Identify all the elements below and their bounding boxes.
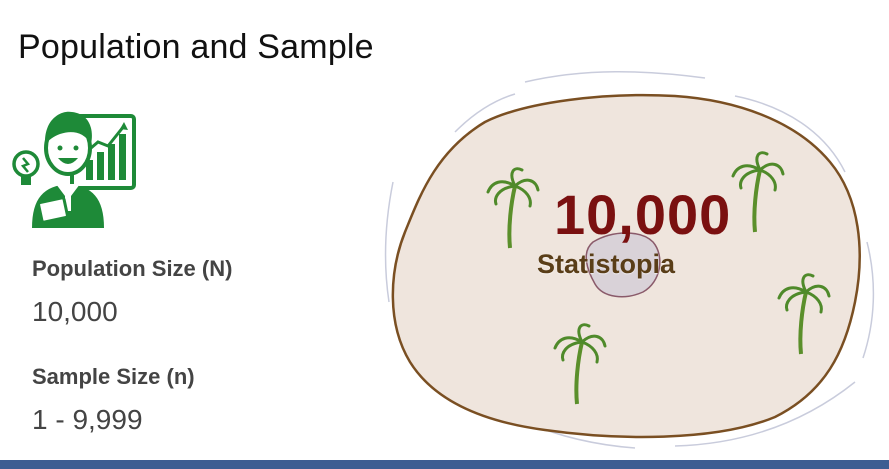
- palm-tree-icon: [553, 323, 607, 405]
- sample-size-label: Sample Size (n): [32, 364, 195, 389]
- teacher-icon: [12, 111, 136, 228]
- island-name: Statistopia: [537, 249, 676, 279]
- palm-tree-icon: [731, 151, 785, 233]
- sample-size-value: 1 - 9,999: [32, 404, 143, 435]
- population-size-value: 10,000: [32, 296, 118, 327]
- slide-title: Population and Sample: [18, 28, 374, 66]
- population-size-label: Population Size (N): [32, 256, 233, 281]
- sample-region: [585, 232, 661, 298]
- island-illustration: [384, 71, 875, 449]
- lightbulb-icon: [12, 150, 40, 185]
- palm-tree-icon: [777, 273, 831, 355]
- palm-tree-icon: [486, 167, 540, 249]
- population-count: 10,000: [554, 183, 732, 246]
- bottom-bar: [0, 460, 889, 469]
